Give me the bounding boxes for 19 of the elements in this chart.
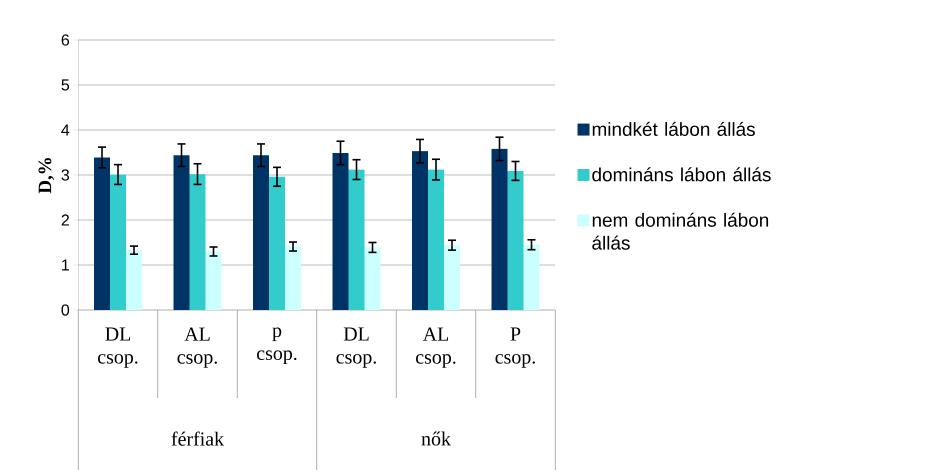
y-tick-label: 5 [62, 79, 70, 91]
x-tick-label: DL csop. [98, 328, 138, 368]
y-tick-label: 1 [62, 260, 69, 270]
legend-label: mindkét lábon állás [592, 122, 755, 136]
y-tick-label: 3 [61, 169, 70, 181]
x-tick-label: AL csop. [416, 328, 456, 368]
x-tick-label: AL csop. [178, 328, 217, 368]
y-tick-label: 4 [61, 124, 70, 136]
y-axis-title: D,% [38, 158, 54, 194]
y-tick-label: 0 [62, 304, 70, 316]
x-tick-label: DL csop. [336, 328, 376, 368]
text: nők [422, 432, 451, 446]
legend-label: nem domináns lábon állás [592, 212, 768, 250]
x-tick-label: p csop. [257, 328, 296, 364]
x-tick-label: P csop. [496, 328, 535, 368]
y-tick-label: 2 [62, 214, 69, 226]
legend-label: domináns lábon állás [592, 167, 771, 182]
y-tick-label: 6 [62, 34, 70, 46]
text: férfiak [172, 432, 224, 446]
